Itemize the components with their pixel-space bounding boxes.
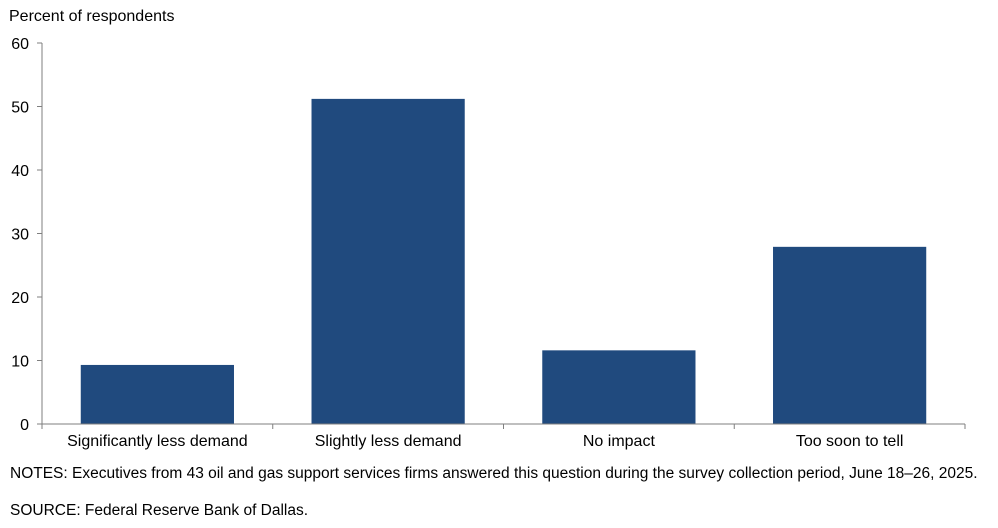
chart-source: SOURCE: Federal Reserve Bank of Dallas. bbox=[10, 502, 309, 519]
y-axis-label: Percent of respondents bbox=[9, 8, 174, 25]
y-tick-label: 60 bbox=[11, 36, 29, 53]
y-tick-label: 20 bbox=[11, 290, 29, 307]
y-tick-label: 10 bbox=[11, 354, 29, 371]
y-axis: 0 10 20 30 40 50 60 bbox=[11, 36, 43, 434]
x-tick-label: No impact bbox=[583, 433, 656, 450]
chart-notes: NOTES: Executives from 43 oil and gas su… bbox=[10, 465, 978, 482]
bar bbox=[311, 98, 465, 424]
x-tick-label: Slightly less demand bbox=[315, 433, 462, 450]
bar-chart: Percent of respondents 0 10 20 30 40 50 60 Sig… bbox=[9, 8, 966, 450]
bars-group bbox=[80, 98, 927, 424]
x-axis: Significantly less demand Slightly less d… bbox=[41, 423, 966, 450]
bar bbox=[80, 364, 234, 424]
y-tick-label: 0 bbox=[20, 417, 29, 434]
y-tick-label: 50 bbox=[11, 100, 29, 117]
bar bbox=[773, 246, 927, 424]
y-tick-label: 40 bbox=[11, 163, 29, 180]
bar bbox=[542, 350, 696, 424]
y-tick-label: 30 bbox=[11, 227, 29, 244]
x-tick-label: Significantly less demand bbox=[67, 433, 248, 450]
x-tick-label: Too soon to tell bbox=[796, 433, 904, 450]
